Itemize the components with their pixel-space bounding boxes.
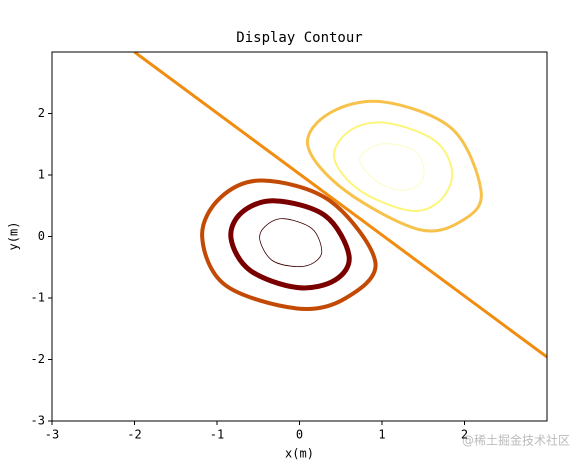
x-tick-label: 1 [378, 428, 385, 442]
axes-frame [51, 51, 548, 422]
x-tick-label: 0 [296, 428, 303, 442]
plot-area [133, 52, 547, 359]
contour-line [228, 198, 352, 291]
contour-line [133, 52, 547, 359]
x-tick-label: -1 [210, 428, 224, 442]
x-tick-label: -3 [45, 428, 59, 442]
y-tick-label: 1 [38, 168, 45, 182]
contour-line [200, 178, 378, 311]
contour-line [359, 143, 425, 191]
x-axis-label: x(m) [285, 447, 314, 461]
chart-title: Display Contour [236, 30, 362, 46]
contour-line [333, 121, 454, 213]
y-tick-label: -3 [31, 414, 45, 428]
contour-line [259, 218, 323, 268]
y-tick-label: 0 [38, 229, 45, 243]
y-axis-label: y(m) [7, 222, 21, 251]
watermark: @稀土掘金技术社区 [462, 433, 570, 448]
y-tick-label: 2 [38, 106, 45, 120]
x-tick-label: 2 [461, 428, 468, 442]
y-tick-label: -1 [31, 291, 45, 305]
contour-line [305, 99, 483, 233]
x-tick-label: -2 [127, 428, 141, 442]
y-tick-label: -2 [31, 352, 45, 366]
